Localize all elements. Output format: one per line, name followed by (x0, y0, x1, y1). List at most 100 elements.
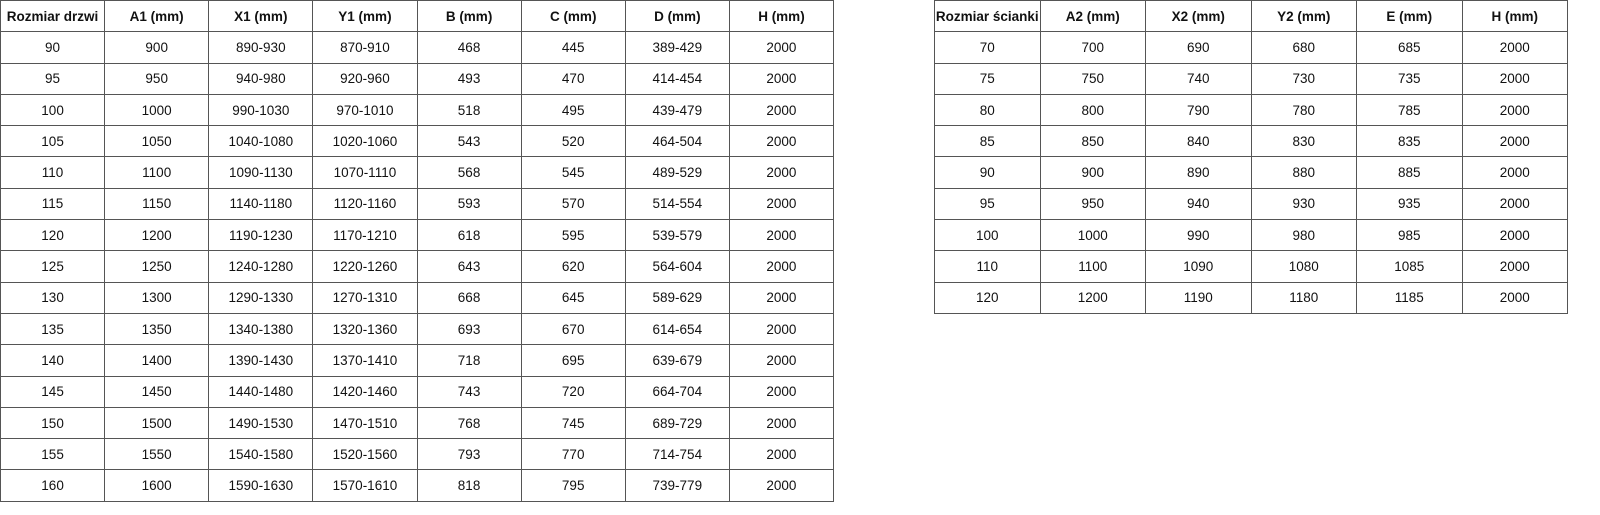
table-cell: 1040-1080 (208, 125, 314, 158)
table-cell: 2000 (728, 469, 835, 502)
table-cell: 800 (1039, 93, 1146, 127)
table-cell: 414-454 (624, 62, 730, 95)
table-row: 100 1000 990-1030 970-1010 518 495 439-479 2000 (0, 93, 835, 127)
column-header: X2 (mm) (1145, 0, 1252, 33)
table-cell: 835 (1356, 125, 1463, 158)
table-cell: 1140-1180 (208, 187, 314, 221)
table-cell: 2000 (728, 312, 835, 346)
table-cell: 1100 (1039, 250, 1146, 283)
table-cell: 735 (1356, 62, 1463, 95)
table-cell: 1300 (104, 281, 210, 314)
table-cell: 990 (1145, 219, 1252, 252)
table-cell: 890 (1145, 156, 1252, 189)
table-cell: 1100 (104, 156, 210, 189)
table-cell: 689-729 (624, 406, 730, 440)
table-cell: 105 (0, 125, 106, 158)
table-cell: 1020-1060 (312, 125, 418, 158)
table-cell: 2000 (1461, 93, 1568, 127)
table-cell: 1320-1360 (312, 312, 418, 346)
table-row: 110 1100 1090-1130 1070-1110 568 545 489-529 20… (0, 156, 835, 189)
table-cell: 514-554 (624, 187, 730, 221)
table-cell: 690 (1145, 31, 1252, 64)
table-cell: 445 (520, 31, 626, 64)
table-row: 90 900 890-930 870-910 468 445 389-429 2000 (0, 31, 835, 64)
table-cell: 155 (0, 438, 106, 471)
table-cell: 110 (934, 250, 1041, 283)
table-cell: 90 (0, 31, 106, 64)
table-cell: 1340-1380 (208, 312, 314, 346)
table-cell: 130 (0, 281, 106, 314)
table-cell: 1190 (1145, 281, 1252, 314)
column-header: Rozmiar drzwi (0, 0, 106, 33)
table-cell: 589-629 (624, 281, 730, 314)
table-row: 95 950 940 930 935 2000 (934, 187, 1568, 221)
table-cell: 464-504 (624, 125, 730, 158)
table-cell: 730 (1250, 62, 1357, 95)
table-cell: 1200 (1039, 281, 1146, 314)
table-cell: 2000 (1461, 62, 1568, 95)
column-header: X1 (mm) (208, 0, 314, 33)
table-cell: 489-529 (624, 156, 730, 189)
table-row: 120 1200 1190-1230 1170-1210 618 595 539-579 20… (0, 219, 835, 252)
table-cell: 1085 (1356, 250, 1463, 283)
table-cell: 150 (0, 406, 106, 440)
table-cell: 1190-1230 (208, 219, 314, 252)
table-cell: 818 (416, 469, 522, 502)
column-header: E (mm) (1356, 0, 1463, 33)
table-cell: 2000 (728, 406, 835, 440)
table-cell: 1390-1430 (208, 344, 314, 377)
table-cell: 785 (1356, 93, 1463, 127)
table-cell: 618 (416, 219, 522, 252)
table-cell: 568 (416, 156, 522, 189)
table-cell: 595 (520, 219, 626, 252)
table-cell: 2000 (1461, 31, 1568, 64)
table-cell: 1290-1330 (208, 281, 314, 314)
column-header: A2 (mm) (1039, 0, 1146, 33)
table-cell: 900 (1039, 156, 1146, 189)
table-cell: 1590-1630 (208, 469, 314, 502)
table-cell: 2000 (728, 125, 835, 158)
table-cell: 1080 (1250, 250, 1357, 283)
table-cell: 140 (0, 344, 106, 377)
table-cell: 1450 (104, 375, 210, 408)
table-cell: 740 (1145, 62, 1252, 95)
table-row: 75 750 740 730 735 2000 (934, 62, 1568, 95)
table-row: 115 1150 1140-1180 1120-1160 593 570 514-554 20… (0, 187, 835, 221)
table-row: 160 1600 1590-1630 1570-1610 818 795 739-779 20… (0, 469, 835, 502)
table-cell: 1090-1130 (208, 156, 314, 189)
column-header: H (mm) (728, 0, 835, 33)
table-cell: 720 (520, 375, 626, 408)
table-row: 110 1100 1090 1080 1085 2000 (934, 250, 1568, 283)
table-cell: 2000 (728, 93, 835, 127)
table-cell: 2000 (1461, 219, 1568, 252)
table-cell: 115 (0, 187, 106, 221)
header-row: Rozmiar drzwi A1 (mm) X1 (mm) Y1 (mm) B (mm)… (0, 0, 835, 33)
table-cell: 695 (520, 344, 626, 377)
table-cell: 743 (416, 375, 522, 408)
table-row: 155 1550 1540-1580 1520-1560 793 770 714-754 20… (0, 438, 835, 471)
table-cell: 100 (0, 93, 106, 127)
table-cell: 2000 (728, 438, 835, 471)
table-cell: 2000 (1461, 250, 1568, 283)
table-cell: 620 (520, 250, 626, 283)
wall-dimensions-table: Rozmiar ścianki A2 (mm) X2 (mm) Y2 (mm) E (m… (934, 0, 1568, 314)
table-cell: 543 (416, 125, 522, 158)
table-cell: 700 (1039, 31, 1146, 64)
table-cell: 1000 (1039, 219, 1146, 252)
column-header: Rozmiar ścianki (934, 0, 1041, 33)
table-cell: 685 (1356, 31, 1463, 64)
table-cell: 539-579 (624, 219, 730, 252)
table-row: 100 1000 990 980 985 2000 (934, 219, 1568, 252)
table-cell: 439-479 (624, 93, 730, 127)
table-cell: 950 (104, 62, 210, 95)
table-cell: 110 (0, 156, 106, 189)
column-header: B (mm) (416, 0, 522, 33)
table-cell: 990-1030 (208, 93, 314, 127)
table-cell: 1200 (104, 219, 210, 252)
table-row: 90 900 890 880 885 2000 (934, 156, 1568, 189)
table-cell: 1500 (104, 406, 210, 440)
table-cell: 1520-1560 (312, 438, 418, 471)
table-cell: 1050 (104, 125, 210, 158)
table-cell: 1090 (1145, 250, 1252, 283)
table-cell: 389-429 (624, 31, 730, 64)
